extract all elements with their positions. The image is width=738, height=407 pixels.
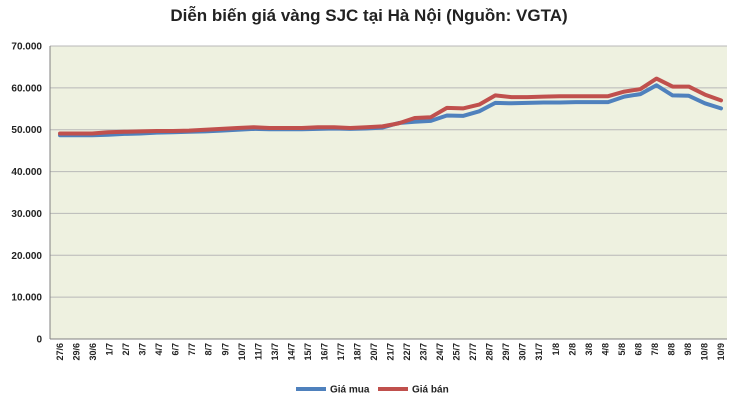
x-tick-label: 23/7: [419, 343, 429, 361]
x-tick-label: 14/7: [286, 343, 296, 361]
x-tick-label: 13/7: [270, 343, 280, 361]
x-tick-label: 27/7: [468, 343, 478, 361]
x-tick-label: 31/7: [534, 343, 544, 361]
x-tick-label: 3/8: [584, 343, 594, 356]
x-tick-label: 10/9: [716, 343, 726, 361]
x-tick-label: 24/7: [435, 343, 445, 361]
y-tick-label: 20.000: [11, 251, 42, 262]
x-tick-label: 4/7: [154, 343, 164, 356]
x-tick-label: 6/7: [171, 343, 181, 356]
series-line-gia-ban: [58, 76, 723, 136]
x-tick-label: 2/8: [567, 343, 577, 356]
x-tick-label: 15/7: [303, 343, 313, 361]
x-tick-label: 9/7: [220, 343, 230, 356]
x-tick-label: 22/7: [402, 343, 412, 361]
x-tick-label: 8/8: [666, 343, 676, 356]
x-tick-label: 29/6: [72, 343, 82, 361]
x-tick-label: 30/7: [518, 343, 528, 361]
x-tick-label: 10/7: [237, 343, 247, 361]
x-tick-label: 5/8: [617, 343, 627, 356]
x-tick-label: 10/8: [699, 343, 709, 361]
x-tick-label: 20/7: [369, 343, 379, 361]
x-tick-label: 30/6: [88, 343, 98, 361]
y-tick-label: 50.000: [11, 125, 42, 136]
x-tick-label: 11/7: [253, 343, 263, 360]
x-tick-label: 1/8: [551, 343, 561, 356]
y-tick-label: 40.000: [11, 167, 42, 178]
legend-label: Giá mua: [330, 385, 370, 396]
x-tick-label: 17/7: [336, 343, 346, 361]
x-tick-label: 2/7: [121, 343, 131, 356]
y-tick-label: 70.000: [11, 42, 42, 53]
x-tick-label: 8/7: [204, 343, 214, 356]
y-tick-label: 30.000: [11, 209, 42, 220]
x-tick-label: 6/8: [633, 343, 643, 356]
x-tick-label: 7/7: [187, 343, 197, 356]
legend-label: Giá bán: [412, 385, 449, 396]
y-tick-label: 0: [36, 335, 42, 346]
x-tick-label: 16/7: [319, 343, 329, 361]
x-tick-label: 18/7: [352, 343, 362, 361]
x-tick-label: 3/7: [138, 343, 148, 356]
chart-title: Diễn biến giá vàng SJC tại Hà Nội (Nguồn…: [170, 6, 568, 25]
x-tick-label: 9/8: [683, 343, 693, 356]
x-tick-label: 21/7: [386, 343, 396, 361]
x-tick-label: 28/7: [485, 343, 495, 361]
y-tick-label: 10.000: [11, 293, 42, 304]
x-tick-label: 25/7: [452, 343, 462, 361]
x-tick-label: 4/8: [600, 343, 610, 356]
x-tick-label: 7/8: [650, 343, 660, 356]
x-tick-label: 1/7: [105, 343, 115, 356]
x-tick-label: 27/6: [55, 343, 65, 361]
x-tick-label: 29/7: [501, 343, 511, 361]
y-tick-label: 60.000: [11, 83, 42, 94]
